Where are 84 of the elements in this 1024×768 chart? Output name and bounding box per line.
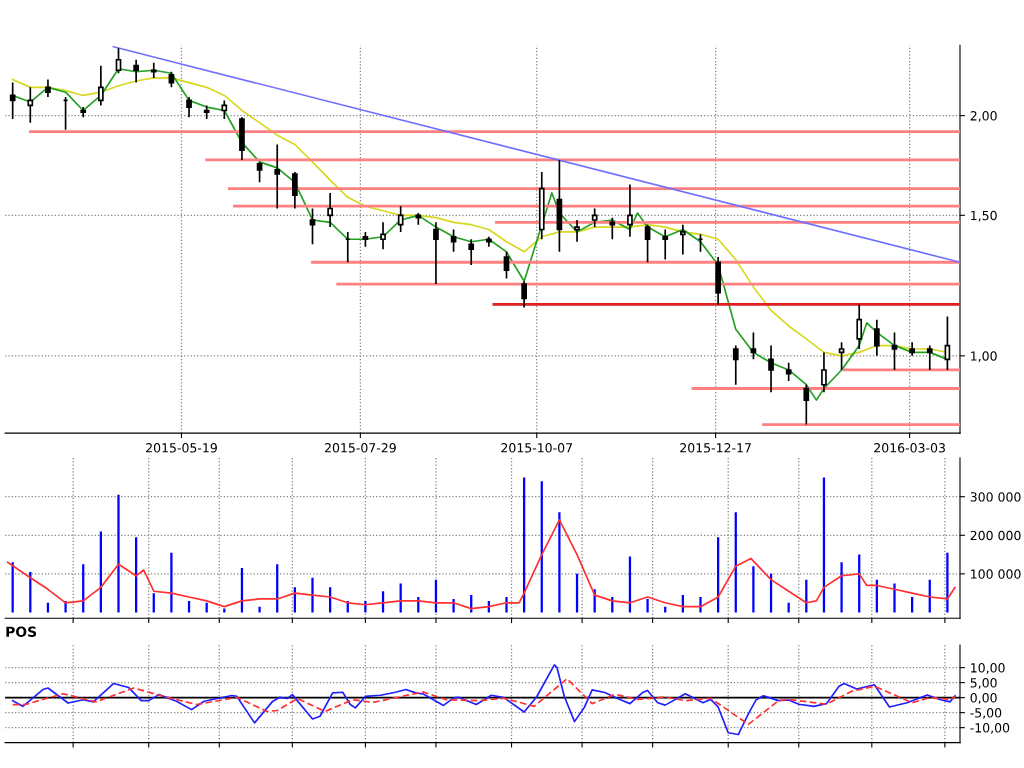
x-tick-label: 2015-05-19 xyxy=(146,443,217,453)
y-tick-label: 1,00 xyxy=(971,351,997,363)
x-tick-label: 2016-03-03 xyxy=(874,443,945,453)
x-tick-label: 2015-12-17 xyxy=(680,443,751,453)
candlestick xyxy=(292,171,298,210)
candlestick xyxy=(662,228,669,261)
candlestick xyxy=(415,212,422,226)
bar xyxy=(840,562,843,613)
candlestick xyxy=(433,221,439,285)
y-tick-label: 5,00 xyxy=(970,678,997,689)
y-tick-label: -5,00 xyxy=(970,708,1002,719)
candlestick xyxy=(856,303,863,350)
candlestick xyxy=(609,216,616,241)
bar xyxy=(258,606,261,613)
candlestick xyxy=(838,341,845,371)
candlestick xyxy=(556,159,563,253)
y-tick-label: 100 000 xyxy=(971,569,1021,579)
y-tick-label: 1,50 xyxy=(971,210,997,222)
candlestick xyxy=(133,58,139,84)
line-series xyxy=(11,677,956,726)
candlestick xyxy=(768,344,774,394)
bar xyxy=(117,494,120,613)
candlestick xyxy=(521,280,527,309)
candlestick xyxy=(503,250,510,280)
candlestick xyxy=(591,207,598,228)
candlestick xyxy=(239,116,245,161)
y-tick-label: 0,00 xyxy=(970,693,997,704)
candlestick xyxy=(750,331,757,361)
candlestick xyxy=(715,256,721,306)
candlestick xyxy=(344,231,351,264)
chart-title: POS xyxy=(6,626,37,637)
candlestick xyxy=(574,219,580,243)
candlestick xyxy=(80,106,87,119)
candlestick xyxy=(62,96,69,131)
candlestick xyxy=(186,96,192,119)
candlestick xyxy=(150,61,157,79)
bar xyxy=(170,552,173,613)
candlestick xyxy=(468,238,475,266)
candlestick xyxy=(45,78,51,98)
candlestick xyxy=(115,47,122,75)
candlestick xyxy=(803,383,810,426)
candlestick xyxy=(221,99,228,120)
candlestick xyxy=(486,235,492,248)
candlestick xyxy=(98,64,104,107)
x-tick-label: 2015-07-29 xyxy=(324,443,396,453)
candlestick xyxy=(874,318,880,357)
candlestick xyxy=(785,361,792,382)
candlestick xyxy=(309,207,316,246)
candlestick xyxy=(627,183,633,238)
x-tick-label: 2015-10-07 xyxy=(501,443,572,453)
candlestick xyxy=(732,344,739,386)
candlestick xyxy=(274,143,281,210)
candlestick xyxy=(9,81,16,120)
candlestick xyxy=(926,344,933,371)
bar xyxy=(558,512,561,613)
candlestick xyxy=(362,231,369,248)
bar xyxy=(752,566,755,613)
y-tick-label: 300 000 xyxy=(970,492,1021,502)
candlestick xyxy=(821,351,827,394)
candlestick xyxy=(538,171,545,241)
bar xyxy=(946,552,949,613)
candlestick xyxy=(256,161,263,184)
candlestick xyxy=(644,223,651,264)
bar xyxy=(699,597,702,613)
bar xyxy=(646,598,649,613)
bar xyxy=(311,577,314,613)
y-tick-label: 2,00 xyxy=(970,111,997,122)
candlestick xyxy=(891,331,898,371)
candlestick xyxy=(380,221,386,251)
candlestick xyxy=(450,228,457,253)
candlestick xyxy=(397,205,404,233)
candlestick xyxy=(27,86,34,124)
bar xyxy=(893,583,896,613)
candlestick xyxy=(327,192,333,228)
line-series xyxy=(6,519,956,610)
candlestick xyxy=(944,315,951,371)
candlestick xyxy=(680,223,686,256)
candlestick xyxy=(697,233,704,253)
candlestick xyxy=(909,341,915,357)
y-tick-label: -10,00 xyxy=(970,723,1010,734)
y-tick-label: 200 000 xyxy=(970,530,1021,541)
candlestick xyxy=(203,104,210,120)
y-tick-label: 10,00 xyxy=(971,663,1005,674)
line-series xyxy=(11,664,956,736)
